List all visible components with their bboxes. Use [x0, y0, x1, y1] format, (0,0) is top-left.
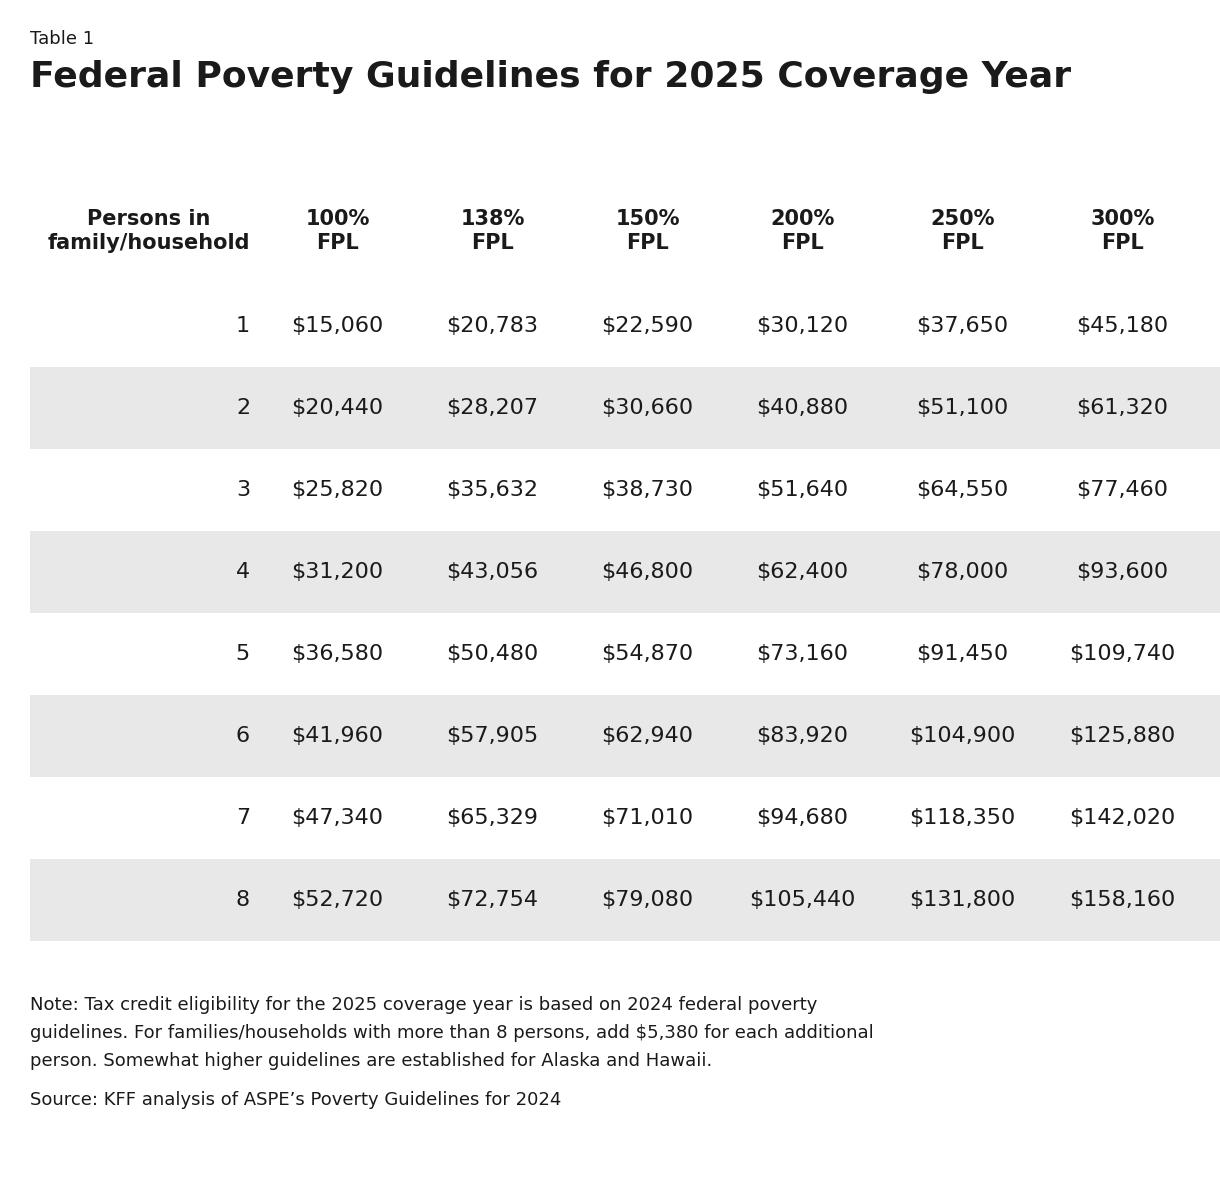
- Text: Persons in
family/household: Persons in family/household: [48, 209, 250, 253]
- Text: $64,550: $64,550: [916, 480, 1009, 500]
- Text: $41,960: $41,960: [292, 726, 383, 746]
- Text: $47,340: $47,340: [292, 808, 383, 828]
- Text: 250%
FPL: 250% FPL: [930, 209, 994, 253]
- Text: $43,056: $43,056: [447, 562, 538, 582]
- Text: $118,350: $118,350: [909, 808, 1015, 828]
- Text: 8: 8: [235, 890, 250, 910]
- Text: $62,940: $62,940: [601, 726, 693, 746]
- Text: $36,580: $36,580: [292, 644, 383, 664]
- Text: Table 1: Table 1: [30, 30, 94, 47]
- Text: $51,640: $51,640: [756, 480, 849, 500]
- Text: $31,200: $31,200: [292, 562, 383, 582]
- Text: $30,660: $30,660: [601, 398, 693, 417]
- Text: 2: 2: [235, 398, 250, 417]
- Text: $22,590: $22,590: [601, 315, 693, 336]
- Text: $131,800: $131,800: [909, 890, 1015, 910]
- Text: $94,680: $94,680: [756, 808, 848, 828]
- Text: $91,450: $91,450: [916, 644, 1009, 664]
- Text: 3: 3: [235, 480, 250, 500]
- Text: 1: 1: [235, 315, 250, 336]
- Text: 4: 4: [235, 562, 250, 582]
- Text: $45,180: $45,180: [1076, 315, 1169, 336]
- Text: $50,480: $50,480: [447, 644, 538, 664]
- Text: $51,100: $51,100: [916, 398, 1009, 417]
- Text: $62,400: $62,400: [756, 562, 849, 582]
- Text: $46,800: $46,800: [601, 562, 693, 582]
- Text: $20,783: $20,783: [447, 315, 538, 336]
- Text: $40,880: $40,880: [756, 398, 849, 417]
- Text: $142,020: $142,020: [1070, 808, 1176, 828]
- Text: $109,740: $109,740: [1070, 644, 1176, 664]
- Text: 300%
FPL: 300% FPL: [1091, 209, 1154, 253]
- Text: $158,160: $158,160: [1070, 890, 1176, 910]
- Text: $83,920: $83,920: [756, 726, 848, 746]
- Text: $93,600: $93,600: [1076, 562, 1169, 582]
- Text: $38,730: $38,730: [601, 480, 693, 500]
- Text: $28,207: $28,207: [447, 398, 538, 417]
- Text: 150%
FPL: 150% FPL: [615, 209, 680, 253]
- Text: 138%
FPL: 138% FPL: [460, 209, 525, 253]
- Text: $125,880: $125,880: [1070, 726, 1176, 746]
- Text: $79,080: $79,080: [601, 890, 693, 910]
- Text: Federal Poverty Guidelines for 2025 Coverage Year: Federal Poverty Guidelines for 2025 Cove…: [30, 60, 1071, 94]
- Text: $71,010: $71,010: [601, 808, 693, 828]
- Text: Note: Tax credit eligibility for the 2025 coverage year is based on 2024 federal: Note: Tax credit eligibility for the 202…: [30, 996, 874, 1070]
- Text: $73,160: $73,160: [756, 644, 848, 664]
- Text: $15,060: $15,060: [292, 315, 383, 336]
- Text: $30,120: $30,120: [756, 315, 849, 336]
- Text: $61,320: $61,320: [1076, 398, 1169, 417]
- Text: 100%
FPL: 100% FPL: [305, 209, 370, 253]
- Text: $105,440: $105,440: [749, 890, 855, 910]
- Text: $57,905: $57,905: [447, 726, 538, 746]
- Text: $20,440: $20,440: [292, 398, 383, 417]
- Text: $77,460: $77,460: [1076, 480, 1169, 500]
- Text: $78,000: $78,000: [916, 562, 1009, 582]
- Text: $52,720: $52,720: [292, 890, 383, 910]
- Text: $104,900: $104,900: [909, 726, 1016, 746]
- Text: $54,870: $54,870: [601, 644, 693, 664]
- Text: 5: 5: [235, 644, 250, 664]
- Text: $25,820: $25,820: [292, 480, 383, 500]
- Text: $35,632: $35,632: [447, 480, 538, 500]
- Text: $37,650: $37,650: [916, 315, 1009, 336]
- Text: $72,754: $72,754: [447, 890, 538, 910]
- Text: 6: 6: [235, 726, 250, 746]
- Text: 200%
FPL: 200% FPL: [770, 209, 834, 253]
- Text: 7: 7: [235, 808, 250, 828]
- Text: $65,329: $65,329: [447, 808, 538, 828]
- Text: Source: KFF analysis of ASPE’s Poverty Guidelines for 2024: Source: KFF analysis of ASPE’s Poverty G…: [30, 1091, 561, 1109]
